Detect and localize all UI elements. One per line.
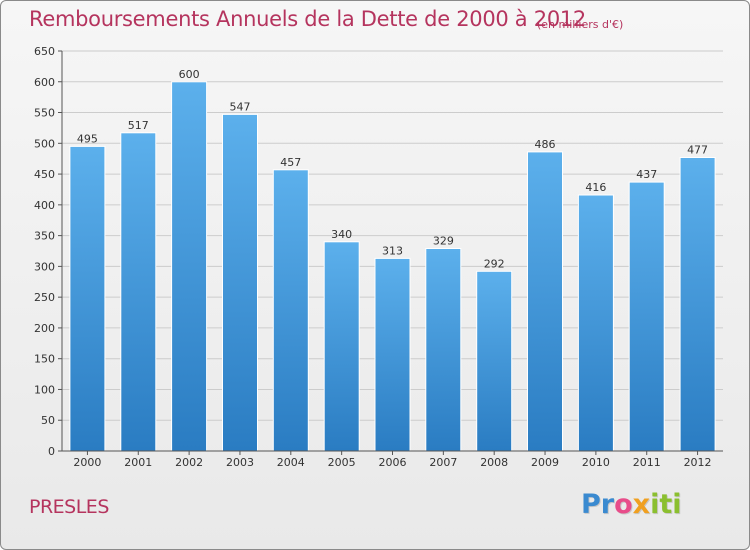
- bar: [171, 81, 208, 452]
- data-label: 600: [179, 68, 200, 81]
- bar: [425, 248, 462, 452]
- y-tick-label: 100: [34, 383, 55, 396]
- y-tick-label: 250: [34, 291, 55, 304]
- x-tick-label: 2009: [531, 456, 559, 469]
- data-label: 517: [128, 119, 149, 132]
- data-label: 416: [585, 181, 606, 194]
- data-label: 486: [535, 138, 556, 151]
- logo-part: o: [614, 489, 633, 520]
- y-tick-label: 600: [34, 76, 55, 89]
- data-label: 292: [484, 257, 505, 270]
- x-tick-label: 2000: [73, 456, 101, 469]
- logo-part: x: [632, 489, 651, 520]
- y-tick-label: 400: [34, 199, 55, 212]
- axes: 0 50 100 150 200 250 300 350 400 450 500 550 600 650 2…: [34, 45, 723, 469]
- x-tick-label: 2001: [124, 456, 152, 469]
- x-tick-label: 2008: [480, 456, 508, 469]
- y-tick-label: 650: [34, 45, 55, 58]
- x-tick-label: 2010: [582, 456, 610, 469]
- bar: [120, 132, 157, 452]
- bar: [323, 241, 360, 452]
- x-tick-label: 2006: [379, 456, 407, 469]
- y-tick-label: 350: [34, 230, 55, 243]
- bar: [222, 113, 258, 452]
- x-tick-label: 2005: [328, 456, 356, 469]
- y-tick-label: 150: [34, 353, 55, 366]
- x-tick-label: 2007: [429, 456, 457, 469]
- bar: [577, 194, 614, 452]
- logo-part: iti: [650, 489, 682, 520]
- bar: [628, 181, 665, 452]
- x-tick-label: 2002: [175, 456, 203, 469]
- data-label: 477: [687, 143, 708, 156]
- y-tick-label: 0: [48, 445, 55, 458]
- y-tick-label: 500: [34, 137, 55, 150]
- data-label: 547: [229, 100, 250, 113]
- data-label: 313: [382, 244, 403, 257]
- chart-title: Remboursements Annuels de la Dette de 20…: [29, 7, 586, 31]
- x-tick-label: 2004: [277, 456, 305, 469]
- y-tick-label: 450: [34, 168, 55, 181]
- commune-name: PRESLES: [29, 496, 109, 518]
- bar: [679, 157, 716, 452]
- bar: [374, 257, 411, 452]
- bar: [476, 270, 513, 452]
- data-label: 329: [433, 235, 454, 248]
- y-tick-label: 50: [41, 414, 55, 427]
- x-tick-label: 2011: [633, 456, 661, 469]
- bar: [272, 169, 309, 452]
- y-tick-label: 200: [34, 322, 55, 335]
- bars: 495 517 600 547 457 340 313 329 292 486 416 437 477: [69, 68, 716, 452]
- proxiti-logo[interactable]: Proxiti: [581, 489, 682, 520]
- y-tick-label: 300: [34, 260, 55, 273]
- y-tick-label: 550: [34, 107, 55, 120]
- chart-unit: (en milliers d'€): [537, 18, 624, 31]
- data-label: 495: [77, 132, 98, 145]
- logo-part: Pr: [581, 489, 615, 520]
- data-label: 340: [331, 228, 352, 241]
- bar: [527, 151, 563, 452]
- x-tick-label: 2012: [684, 456, 712, 469]
- data-label: 437: [636, 168, 657, 181]
- data-label: 457: [280, 156, 301, 169]
- bar: [69, 145, 106, 452]
- x-tick-label: 2003: [226, 456, 254, 469]
